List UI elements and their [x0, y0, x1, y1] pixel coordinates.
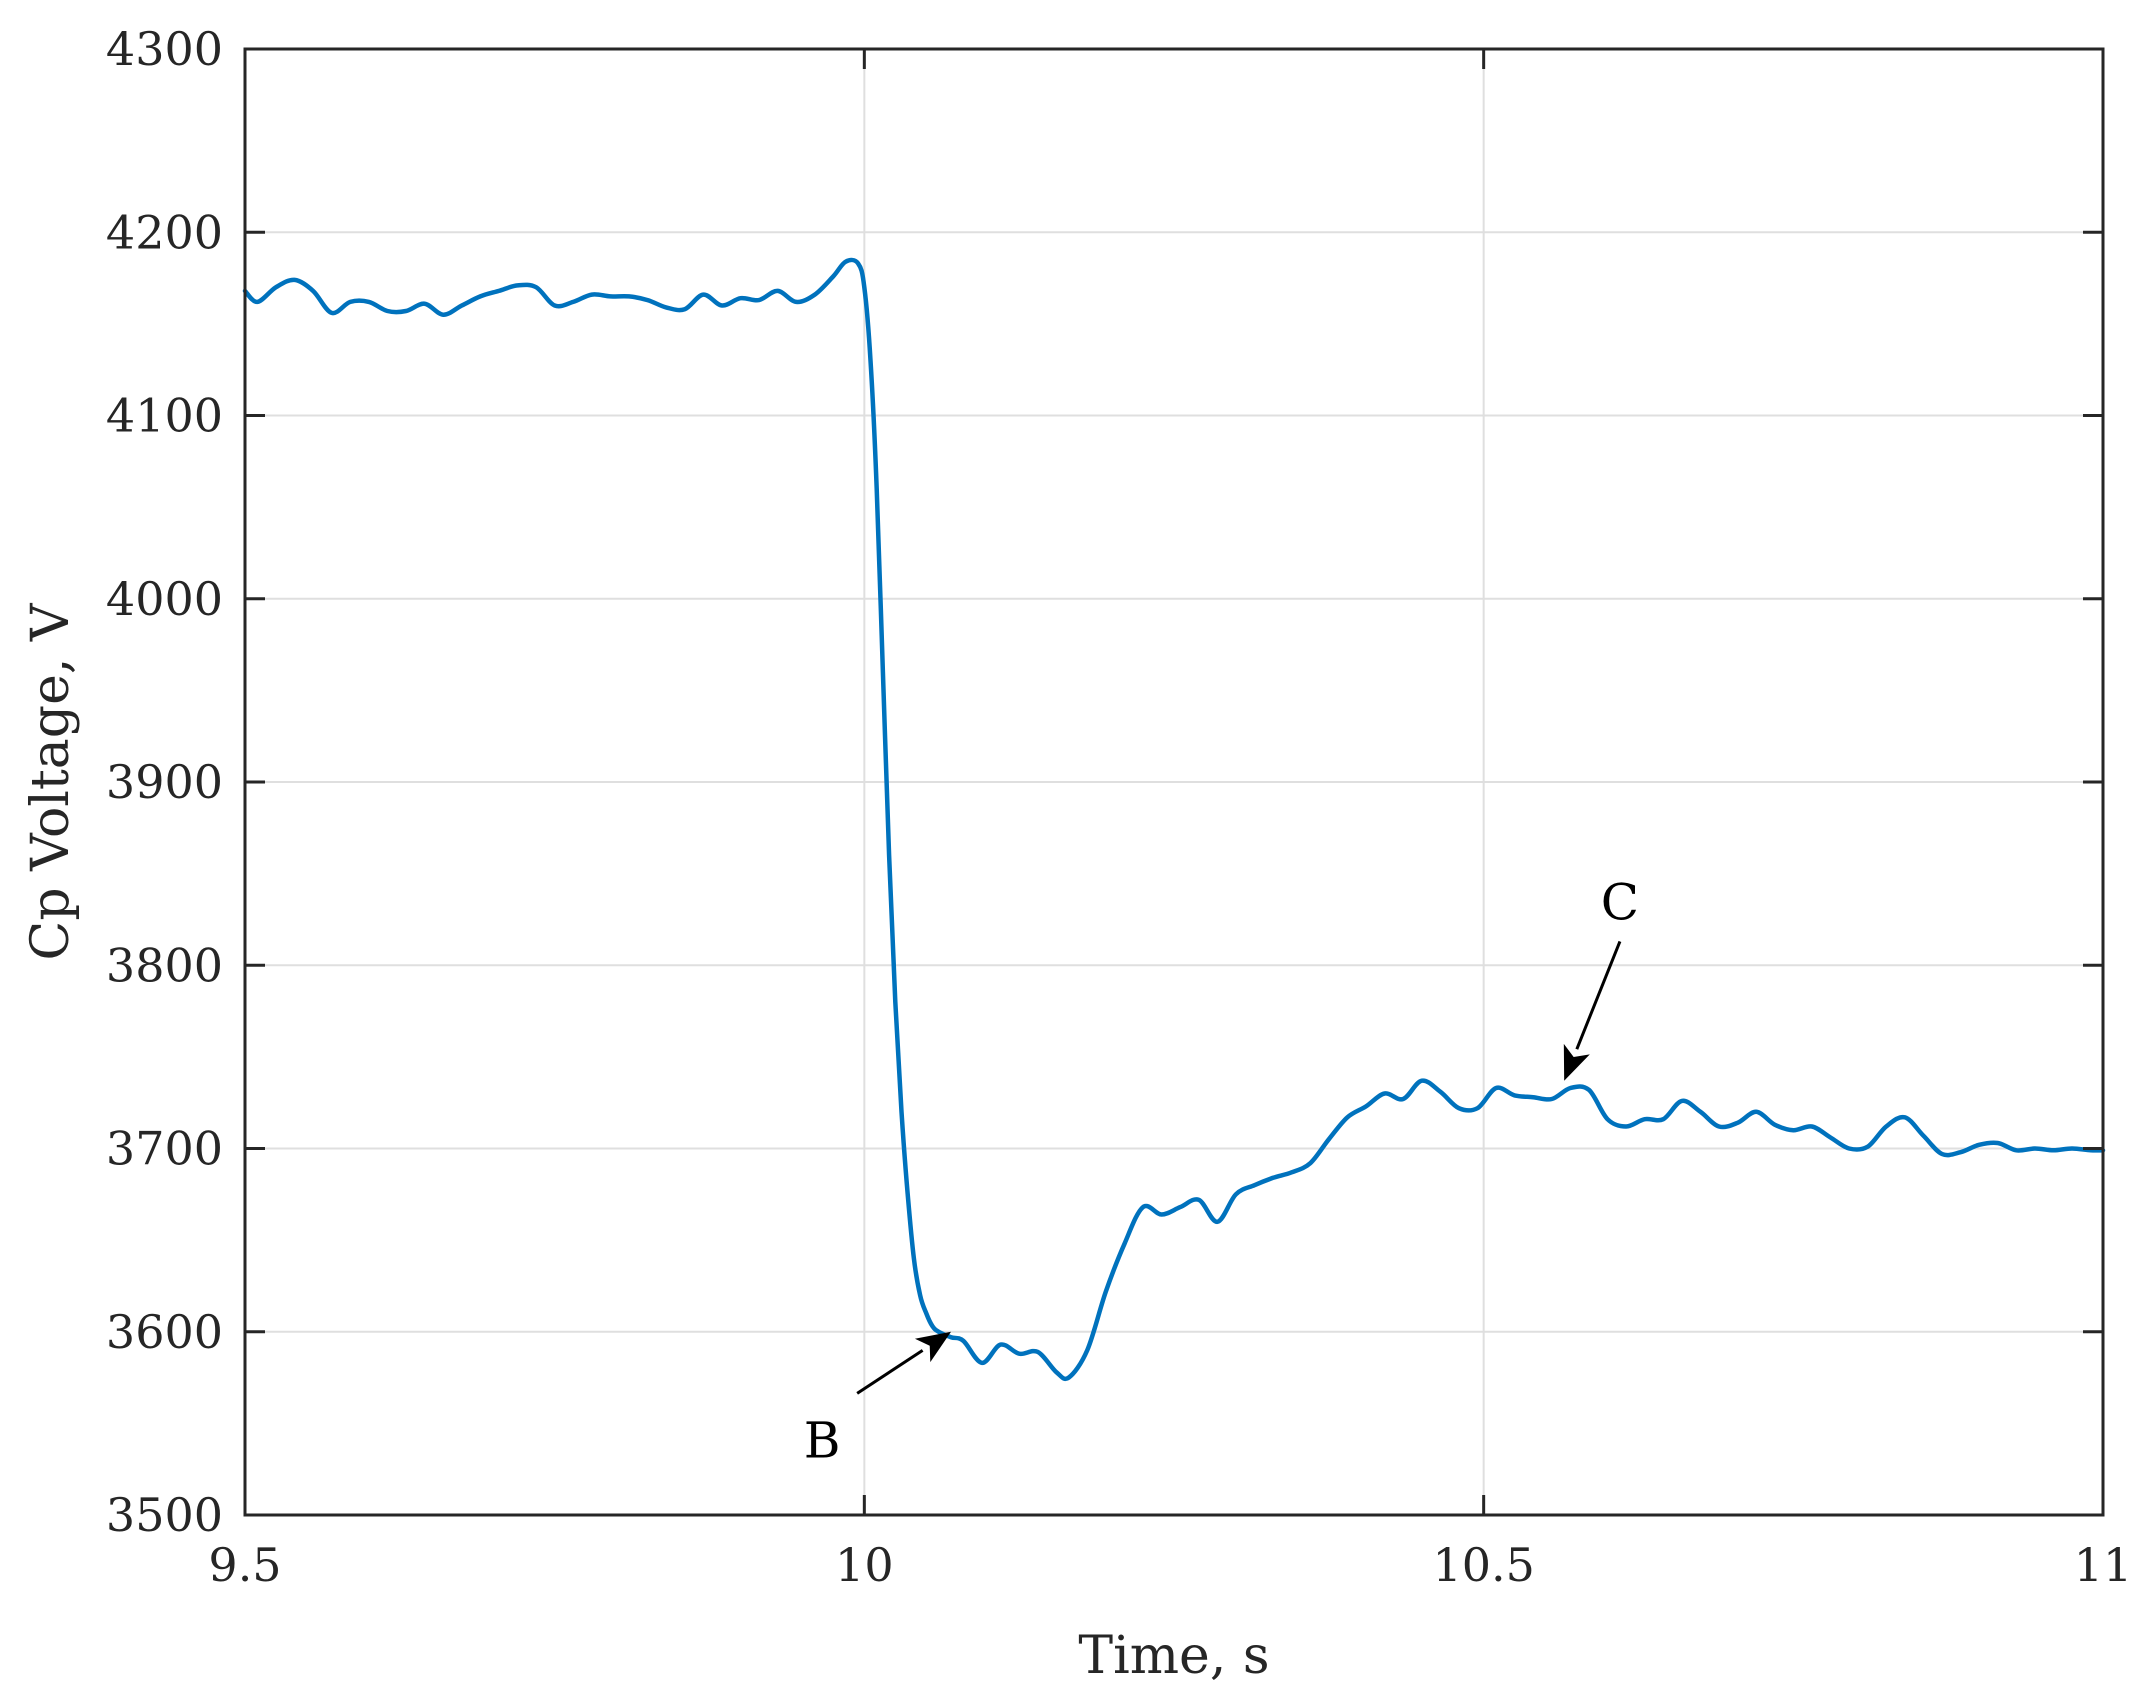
x-tick-label: 9.5 [208, 1538, 281, 1592]
annotation-label-c: C [1601, 873, 1639, 931]
y-tick-label: 3700 [106, 1122, 223, 1176]
y-tick-label: 3800 [106, 938, 223, 992]
arrowhead-icon [1563, 1043, 1590, 1081]
y-tick-label: 3600 [106, 1305, 223, 1359]
annotation-arrow-c [1575, 940, 1622, 1050]
x-tick-label: 11 [2074, 1538, 2133, 1592]
axis-ticks [243, 47, 2105, 1517]
y-tick-label: 4000 [106, 572, 223, 626]
y-tick-label: 3500 [106, 1488, 223, 1542]
y-tick-label: 3900 [106, 755, 223, 809]
data-line-cp-voltage [242, 257, 2106, 1382]
y-tick-labels: 3500 3600 3700 3800 3900 4000 4100 4200 4300 [106, 22, 223, 1542]
annotation-arrow-b [856, 1349, 924, 1395]
annotations: BC [804, 873, 1639, 1469]
annotation-label-b: B [804, 1411, 841, 1469]
y-tick-label: 4300 [106, 22, 223, 76]
x-axis-label: Time, s [1078, 1626, 1269, 1686]
arrowhead-icon [914, 1331, 952, 1363]
x-tick-label: 10 [835, 1538, 894, 1592]
x-tick-label: 10.5 [1432, 1538, 1534, 1592]
y-tick-label: 4100 [106, 389, 223, 443]
y-tick-label: 4200 [106, 205, 223, 259]
x-tick-labels: 9.5 10 10.5 11 [208, 1538, 2132, 1592]
y-axis-label: Cp Voltage, V [21, 602, 81, 960]
